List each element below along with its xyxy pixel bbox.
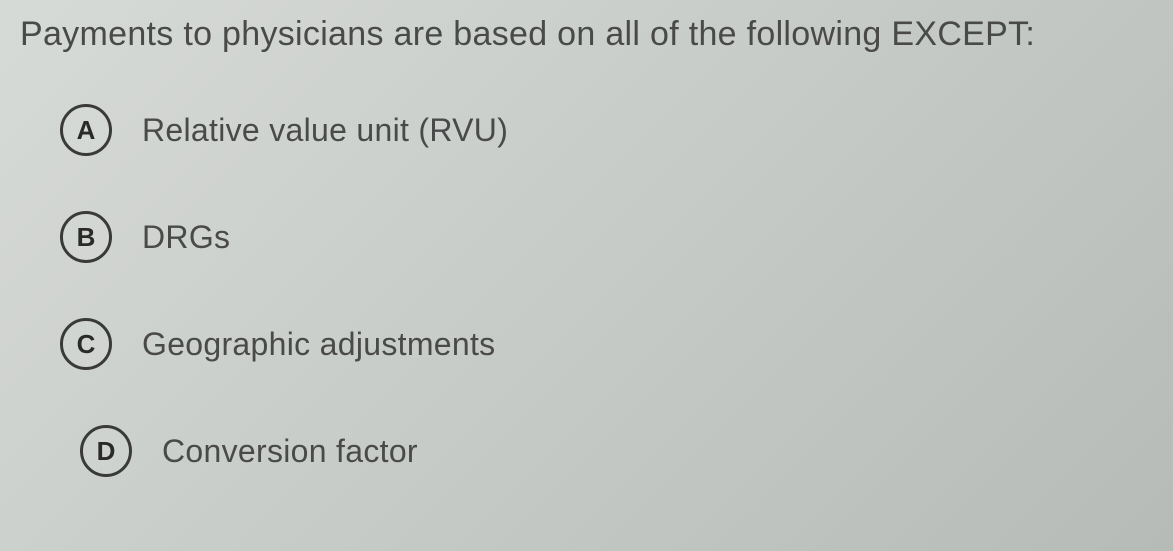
option-label-c: Geographic adjustments: [142, 326, 495, 363]
option-label-a: Relative value unit (RVU): [142, 112, 508, 149]
option-letter-b: B: [60, 211, 112, 263]
option-label-d: Conversion factor: [162, 433, 418, 470]
option-b[interactable]: B DRGs: [60, 211, 1153, 263]
option-d[interactable]: D Conversion factor: [60, 425, 1153, 477]
option-letter-d: D: [80, 425, 132, 477]
question-text: Payments to physicians are based on all …: [20, 15, 1153, 54]
option-a[interactable]: A Relative value unit (RVU): [60, 104, 1153, 156]
option-c[interactable]: C Geographic adjustments: [60, 318, 1153, 370]
option-letter-a: A: [60, 104, 112, 156]
option-letter-c: C: [60, 318, 112, 370]
option-label-b: DRGs: [142, 219, 230, 256]
options-container: A Relative value unit (RVU) B DRGs C Geo…: [20, 104, 1153, 477]
